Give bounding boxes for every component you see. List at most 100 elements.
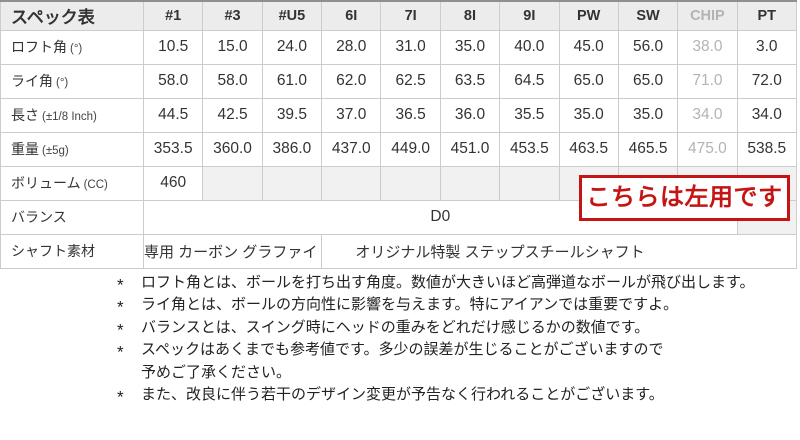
- note-item: * スペックはあくまでも参考値です。多少の誤差が生じることがございますので 予めご…: [117, 339, 800, 384]
- spec-value-cell: 40.0: [499, 29, 560, 65]
- spec-value-cell: 56.0: [617, 29, 679, 65]
- row-label-cell: ボリューム (CC): [0, 165, 144, 201]
- spec-value-cell: 63.5: [439, 63, 501, 99]
- note-marker: *: [117, 297, 124, 317]
- table-row: シャフト素材 専用 カーボン グラファイト オリジナル特製 ステップスチールシャフト: [0, 233, 797, 269]
- footnotes: * ロフト角とは、ボールを打ち出す角度。数値が大きいほど高弾道なボールが飛び出しま…: [117, 272, 800, 407]
- row-label: シャフト素材: [11, 243, 95, 259]
- spec-value-cell: 58.0: [142, 63, 204, 99]
- note-item: * ライ角とは、ボールの方向性に影響を与えます。特にアイアンでは重要ですよ。: [117, 294, 800, 317]
- spec-value-cell: 475.0: [677, 131, 738, 167]
- column-header: SW: [617, 0, 679, 31]
- spec-value-cell: 465.5: [617, 131, 679, 167]
- spec-value-cell: 34.0: [677, 97, 738, 133]
- spec-value-cell: 36.5: [380, 97, 441, 133]
- note-marker: *: [117, 342, 124, 362]
- spec-value-cell: 65.0: [617, 63, 679, 99]
- spec-value-cell: [499, 165, 560, 201]
- spec-value-cell: 463.5: [558, 131, 619, 167]
- row-label: ライ角: [11, 73, 53, 89]
- spec-value-cell: 62.0: [321, 63, 382, 99]
- spec-value-cell: 24.0: [261, 29, 323, 65]
- note-text: スペックはあくまでも参考値です。多少の誤差が生じることがございますので 予めご了…: [141, 341, 664, 381]
- spec-value-cell: 44.5: [142, 97, 204, 133]
- spec-value-cell: 35.0: [439, 29, 501, 65]
- spec-table-body: ロフト角 (°) 10.5 15.0 24.0 28.0 31.0 35.0 40.0 45.0 5…: [0, 29, 797, 269]
- column-header: 6I: [321, 0, 382, 31]
- note-marker: *: [117, 320, 124, 340]
- column-header: CHIP: [677, 0, 738, 31]
- spec-value-cell: 360.0: [202, 131, 263, 167]
- spec-value-cell: 538.5: [736, 131, 797, 167]
- table-row: ロフト角 (°) 10.5 15.0 24.0 28.0 31.0 35.0 40.0 45.0 5…: [0, 29, 797, 65]
- left-handed-badge: こちらは左用です: [579, 175, 790, 221]
- spec-value-cell: 専用 カーボン グラファイト: [142, 233, 323, 269]
- note-text: ライ角とは、ボールの方向性に影響を与えます。特にアイアンでは重要ですよ。: [141, 296, 679, 314]
- spec-value-cell: 38.0: [677, 29, 738, 65]
- spec-value-cell: 353.5: [142, 131, 204, 167]
- spec-value-cell: 64.5: [499, 63, 560, 99]
- left-handed-badge-text: こちらは左用です: [586, 184, 783, 211]
- row-label: 重量: [11, 141, 39, 157]
- spec-value-cell: 61.0: [261, 63, 323, 99]
- note-marker: *: [117, 275, 124, 295]
- row-label-cell: 重量 (±5g): [0, 131, 144, 167]
- column-header: 9I: [499, 0, 560, 31]
- table-row: 長さ (±1/8 Inch) 44.5 42.5 39.5 37.0 36.5 36.0 35.…: [0, 97, 797, 133]
- row-label-cell: ロフト角 (°): [0, 29, 144, 65]
- spec-value-cell: [261, 165, 323, 201]
- spec-value-cell: 10.5: [142, 29, 204, 65]
- spec-value-cell: 35.0: [558, 97, 619, 133]
- row-label: ボリューム: [11, 175, 81, 191]
- spec-value-cell: 45.0: [558, 29, 619, 65]
- spec-value-cell: 37.0: [321, 97, 382, 133]
- spec-value-cell: 42.5: [202, 97, 263, 133]
- table-row: ライ角 (°) 58.0 58.0 61.0 62.0 62.5 63.5 64.5 65.0 65…: [0, 63, 797, 99]
- row-label: 長さ: [11, 107, 39, 123]
- spec-value-cell: 34.0: [736, 97, 797, 133]
- note-item: * バランスとは、スイング時にヘッドの重みをどれだけ感じるかの数値です。: [117, 317, 800, 340]
- spec-value-cell: 453.5: [499, 131, 560, 167]
- row-label-cell: シャフト素材: [0, 233, 144, 269]
- row-label-cell: バランス: [0, 199, 144, 235]
- spec-value-cell: 386.0: [261, 131, 323, 167]
- spec-value-cell: 65.0: [558, 63, 619, 99]
- row-label-cell: 長さ (±1/8 Inch): [0, 97, 144, 133]
- spec-value-cell: 449.0: [380, 131, 441, 167]
- row-unit: (±5g): [42, 145, 69, 157]
- row-label: バランス: [11, 209, 67, 225]
- row-unit: (±1/8 Inch): [42, 111, 97, 123]
- column-header: PW: [558, 0, 619, 31]
- note-item: * また、改良に伴う若干のデザイン変更が予告なく行われることがございます。: [117, 384, 800, 407]
- spec-value-cell: 36.0: [439, 97, 501, 133]
- spec-table: スペック表 #1 #3 #U5 6I 7I 8I 9I PW SW CHIP PT ロフト角 (°) 10…: [0, 0, 797, 269]
- header-row: スペック表 #1 #3 #U5 6I 7I 8I 9I PW SW CHIP PT: [0, 0, 797, 31]
- spec-value-cell: 39.5: [261, 97, 323, 133]
- spec-value-cell: 58.0: [202, 63, 263, 99]
- spec-value-cell: 15.0: [202, 29, 263, 65]
- spec-value-cell: [380, 165, 441, 201]
- row-unit: (CC): [83, 179, 108, 191]
- column-header: 8I: [439, 0, 501, 31]
- spec-value-cell: 3.0: [736, 29, 797, 65]
- spec-value-cell: 71.0: [677, 63, 738, 99]
- row-unit: (°): [56, 77, 69, 89]
- spec-value-cell: [321, 165, 382, 201]
- note-item: * ロフト角とは、ボールを打ち出す角度。数値が大きいほど高弾道なボールが飛び出しま…: [117, 272, 800, 295]
- column-header: #1: [142, 0, 204, 31]
- column-header: #3: [202, 0, 263, 31]
- spec-value-cell: 31.0: [380, 29, 441, 65]
- spec-value-cell: [439, 165, 501, 201]
- row-unit: (°): [70, 43, 83, 55]
- spec-value-cell: 35.5: [499, 97, 560, 133]
- spec-value-cell: 451.0: [439, 131, 501, 167]
- note-text: ロフト角とは、ボールを打ち出す角度。数値が大きいほど高弾道なボールが飛び出します…: [141, 274, 755, 291]
- table-title: スペック表: [0, 0, 144, 31]
- spec-value-cell: 28.0: [321, 29, 382, 65]
- spec-value-cell: 460: [142, 165, 204, 201]
- spec-value-cell: 35.0: [617, 97, 679, 133]
- spec-value-cell: 72.0: [736, 63, 797, 99]
- note-text: また、改良に伴う若干のデザイン変更が予告なく行われることがございます。: [141, 386, 664, 404]
- row-label: ロフト角: [11, 39, 67, 55]
